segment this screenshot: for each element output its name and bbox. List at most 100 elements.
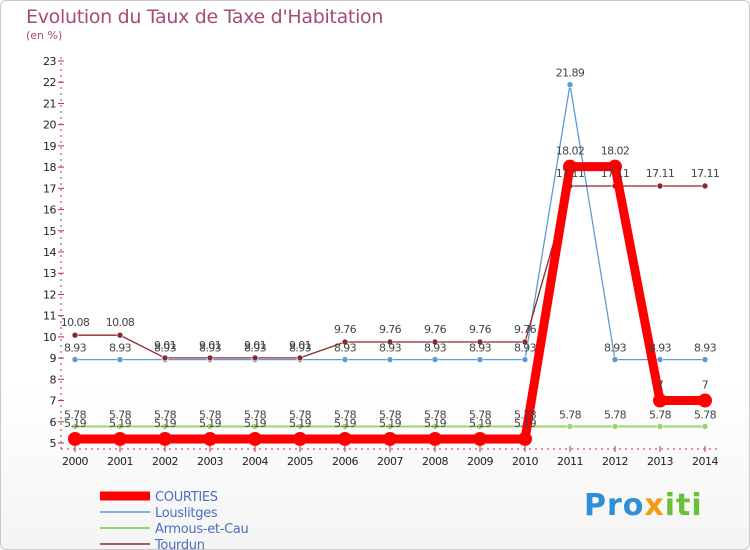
y-tick-label: 19 [43, 140, 56, 153]
x-tick-label: 2007 [377, 455, 403, 468]
y-tick-label: 18 [43, 161, 56, 174]
x-tick-label: 2011 [557, 455, 583, 468]
data-label-louslitges: 8.93 [289, 342, 312, 355]
proxiti-logo: Proxiti [584, 488, 703, 523]
point-armous-et-cau [386, 423, 394, 430]
x-tick-label: 2004 [242, 455, 268, 468]
point-armous-et-cau [656, 423, 664, 430]
chart-title: Evolution du Taux de Taxe d'Habitation [26, 6, 384, 28]
x-tick-label: 2000 [62, 455, 88, 468]
point-courties [203, 431, 217, 446]
point-armous-et-cau [251, 423, 259, 430]
data-label-armous-et-cau: 5.78 [154, 408, 177, 421]
y-tick-label: 15 [43, 225, 56, 238]
point-courties [68, 431, 82, 446]
x-tick-label: 2001 [107, 455, 133, 468]
y-tick-label: 23 [43, 55, 56, 68]
point-courties [113, 431, 127, 446]
x-tick-label: 2005 [287, 455, 313, 468]
x-tick-label: 2010 [512, 455, 538, 468]
point-louslitges [341, 356, 349, 363]
logo-part-2: x [644, 488, 665, 523]
logo-part-3: iti [664, 488, 703, 523]
point-louslitges [611, 356, 619, 363]
data-label-courties: 18.02 [601, 145, 630, 158]
data-label-armous-et-cau: 5.78 [289, 408, 312, 421]
point-tourdun [296, 354, 304, 362]
point-tourdun [701, 182, 709, 190]
point-louslitges [431, 356, 439, 363]
point-courties [338, 431, 352, 446]
point-louslitges [701, 356, 709, 363]
data-label-courties: 5.19 [514, 417, 537, 430]
point-tourdun [656, 182, 664, 190]
y-tick-label: 20 [43, 119, 56, 132]
y-tick-label: 13 [43, 267, 56, 280]
point-louslitges [656, 356, 664, 363]
data-label-courties: 5.19 [154, 417, 177, 430]
logo-part-1: Pro [584, 488, 645, 523]
data-label-armous-et-cau: 5.78 [64, 408, 87, 421]
point-tourdun [386, 338, 394, 346]
point-courties [563, 159, 577, 174]
data-label-armous-et-cau: 5.78 [559, 408, 582, 421]
data-labels-layer: 8.93 8.93 8.93 8.93 8.93 8.93 8.93 8.93 8.93 8.93… [61, 67, 720, 430]
y-tick-label: 5 [50, 437, 57, 450]
point-louslitges [386, 356, 394, 363]
y-tick-label: 12 [43, 288, 56, 301]
point-louslitges [476, 356, 484, 363]
point-tourdun [521, 338, 529, 346]
point-courties [248, 431, 262, 446]
point-tourdun [341, 338, 349, 346]
y-tick-label: 17 [43, 182, 56, 195]
data-label-courties: 7 [702, 379, 709, 392]
data-label-louslitges: 8.93 [469, 342, 492, 355]
data-label-courties: 5.19 [64, 417, 87, 430]
point-courties [383, 431, 397, 446]
data-label-louslitges: 8.93 [514, 342, 537, 355]
data-label-louslitges: 8.93 [334, 342, 357, 355]
data-label-courties: 5.19 [469, 417, 492, 430]
point-louslitges [521, 356, 529, 363]
data-label-louslitges: 8.93 [244, 342, 267, 355]
y-tick-label: 16 [43, 204, 56, 217]
point-louslitges [71, 356, 79, 363]
point-courties [608, 159, 622, 174]
point-armous-et-cau [116, 423, 124, 430]
point-armous-et-cau [431, 423, 439, 430]
point-armous-et-cau [161, 423, 169, 430]
data-label-courties: 5.19 [244, 417, 267, 430]
data-label-courties: 5.19 [379, 417, 402, 430]
point-armous-et-cau [341, 423, 349, 430]
point-courties [653, 393, 667, 408]
data-label-tourdun: 10.08 [106, 316, 135, 329]
point-courties [293, 431, 307, 446]
data-label-tourdun: 9.76 [379, 323, 402, 336]
data-label-tourdun: 9.76 [334, 323, 357, 336]
x-tick-label: 2009 [467, 455, 493, 468]
y-tick-label: 9 [50, 352, 57, 365]
y-tick-label: 6 [50, 416, 57, 429]
point-armous-et-cau [701, 423, 709, 430]
point-armous-et-cau [611, 423, 619, 430]
data-label-courties: 5.19 [334, 417, 357, 430]
x-tick-label: 2002 [152, 455, 178, 468]
point-tourdun [161, 354, 169, 362]
data-label-tourdun: 10.08 [61, 316, 90, 329]
x-tick-label: 2012 [602, 455, 628, 468]
data-label-tourdun: 9.76 [424, 323, 447, 336]
x-tick-label: 2003 [197, 455, 223, 468]
data-label-courties: 5.19 [199, 417, 222, 430]
point-armous-et-cau [206, 423, 214, 430]
data-label-armous-et-cau: 5.78 [649, 408, 672, 421]
data-label-tourdun: 17.11 [601, 167, 630, 180]
point-courties [158, 431, 172, 446]
y-tick-label: 22 [43, 76, 56, 89]
point-tourdun [206, 354, 214, 362]
x-tick-label: 2013 [647, 455, 673, 468]
data-label-louslitges: 8.93 [154, 342, 177, 355]
x-tick-label: 2008 [422, 455, 448, 468]
data-label-louslitges: 8.93 [649, 342, 672, 355]
